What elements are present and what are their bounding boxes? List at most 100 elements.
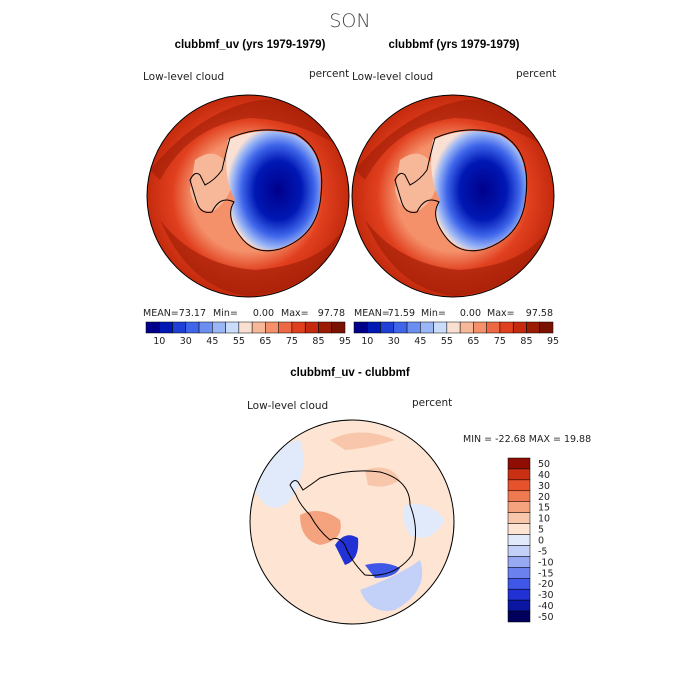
panel-b-min-label: Min= <box>421 308 446 319</box>
panel-c-colorbar-tick-label: 30 <box>538 481 550 492</box>
panel-a-colorbar-swatch <box>304 321 319 334</box>
panel-c-left-label: Low-level cloud <box>247 400 328 412</box>
panel-b-left-label: Low-level cloud <box>352 71 433 83</box>
panel-c-colorbar-tick-label: 0 <box>538 536 544 547</box>
panel-c-colorbar-tick-label: -5 <box>538 546 547 557</box>
panel-a-colorbar-tick-label: 45 <box>206 336 218 347</box>
panel-a-map <box>147 95 349 297</box>
panel-a-colorbar-swatch <box>212 321 226 334</box>
panel-b-colorbar-tick-label: 65 <box>467 336 479 347</box>
panel-b-colorbar-swatch <box>353 321 368 334</box>
panel-a-high-band-north <box>150 99 345 180</box>
panel-c-red-patch-2 <box>365 467 400 487</box>
panel-c-colorbar-swatch <box>507 523 531 535</box>
panel-a-colorbar-swatch <box>225 321 240 334</box>
panel-c-right-label: percent <box>412 397 452 409</box>
panel-c-red-patch-3 <box>330 432 395 450</box>
panel-clubbmf-uv: clubbmf_uv (yrs 1979-1979) Low-level clo… <box>143 39 351 347</box>
panel-b-colorbar-swatch <box>433 321 448 334</box>
panel-c-colorbar-swatch <box>507 479 531 492</box>
panel-c-colorbar-tick-label: -10 <box>538 557 554 568</box>
panel-b-colorbar-tick-label: 85 <box>520 336 532 347</box>
panel-b-title: clubbmf (yrs 1979-1979) <box>388 39 519 51</box>
panel-a-coastline <box>189 129 323 252</box>
panel-b-antarctic-field <box>431 131 526 250</box>
panel-a-colorbar-swatch <box>291 321 306 334</box>
panel-a-right-label: percent <box>309 68 349 80</box>
panel-b-max-label: Max= <box>487 308 515 319</box>
panel-c-minmax: MIN = -22.68 MAX = 19.88 <box>463 434 591 445</box>
panel-b-colorbar-tick-label: 55 <box>441 336 453 347</box>
panel-a-colorbar-tick-label: 85 <box>312 336 324 347</box>
panel-b-colorbar-swatch <box>459 321 474 334</box>
panel-b-colorbar-swatch <box>539 321 554 334</box>
panel-c-colorbar-swatch <box>507 457 531 470</box>
panel-c-colorbar-swatch <box>507 534 531 546</box>
panel-b-colorbar-swatch <box>512 321 527 334</box>
panel-c-colorbar-tick-label: -50 <box>538 612 554 623</box>
panel-b-mean-value: 71.59 <box>388 308 415 319</box>
panel-a-antarctic-field <box>226 131 321 250</box>
panel-b-mean-label: MEAN= <box>354 308 390 319</box>
panel-c-colorbar-tick-label: -30 <box>538 590 554 601</box>
panel-b-colorbar-tick-label: 10 <box>361 336 373 347</box>
panel-a-colorbar-swatch <box>145 321 160 334</box>
panel-a-colorbar-swatch <box>238 321 253 334</box>
panel-a-colorbar-swatch <box>318 321 332 334</box>
panel-a-colorbar-swatch <box>251 321 266 334</box>
panel-a-colorbar-swatch <box>265 321 279 334</box>
panel-b-coastline <box>394 129 528 252</box>
panel-b-colorbar-swatch <box>367 321 381 334</box>
panel-c-colorbar-swatch <box>507 610 531 623</box>
panel-a-left-label: Low-level cloud <box>143 71 224 83</box>
panel-a-colorbar-swatch <box>185 321 200 334</box>
panel-c-colorbar-swatch <box>507 490 531 502</box>
figure-title: SON <box>329 10 370 32</box>
panel-b-colorbar-swatch <box>526 321 540 334</box>
panel-a-max-label: Max= <box>281 308 309 319</box>
panel-b-colorbar-swatch <box>446 321 461 334</box>
panel-b-colorbar-swatch <box>499 321 514 334</box>
panel-b-map <box>352 95 554 297</box>
panel-c-blue-patch-3 <box>403 504 445 538</box>
panel-a-colorbar-swatch <box>278 321 293 334</box>
panel-difference: clubbmf_uv - clubbmf Low-level cloud per… <box>247 367 591 625</box>
panel-a-title: clubbmf_uv (yrs 1979-1979) <box>175 39 326 51</box>
panel-a-colorbar-tick-label: 95 <box>339 336 351 347</box>
panel-b-peninsula-low <box>395 153 437 211</box>
panel-c-colorbar-tick-label: 40 <box>538 470 550 481</box>
panel-a-colorbar-swatch <box>159 321 173 334</box>
panel-b-colorbar-swatch <box>406 321 421 334</box>
panel-a-mean-label: MEAN= <box>143 308 179 319</box>
panel-a-colorbar-tick-label: 75 <box>286 336 298 347</box>
panel-c-map-border <box>249 419 455 625</box>
panel-b-right-label: percent <box>516 68 556 80</box>
panel-c-colorbar-swatch <box>507 567 531 579</box>
panel-c-colorbar-tick-label: -40 <box>538 601 554 612</box>
panel-b-high-band-south <box>365 220 547 296</box>
panel-b-colorbar-tick-label: 95 <box>547 336 559 347</box>
panel-c-colorbar-swatch <box>507 512 531 524</box>
panel-c-colorbar-swatch <box>507 468 531 481</box>
panel-clubbmf: clubbmf (yrs 1979-1979) Low-level cloud … <box>351 39 559 347</box>
panel-c-colorbar-tick-label: 20 <box>538 492 550 503</box>
panel-c-colorbar-swatch <box>507 578 531 590</box>
panel-b-colorbar-swatch <box>473 321 487 334</box>
panel-b-min-value: 0.00 <box>460 308 481 319</box>
panel-a-colorbar-tick-label: 65 <box>259 336 271 347</box>
panel-b-colorbar-tick-label: 75 <box>494 336 506 347</box>
panel-b-colorbar-swatch <box>393 321 408 334</box>
panel-c-colorbar-tick-label: -15 <box>538 568 554 579</box>
panel-c-colorbar-swatch <box>507 501 531 513</box>
panel-b-max-value: 97.58 <box>526 308 553 319</box>
panel-a-map-border <box>146 94 350 298</box>
panel-c-red-patch-1 <box>300 511 341 545</box>
panel-b-colorbar-tick-label: 30 <box>388 336 400 347</box>
panel-c-map <box>250 420 454 624</box>
panel-a-mean-value: 73.17 <box>179 308 206 319</box>
panel-c-colorbar-tick-label: -20 <box>538 579 554 590</box>
panel-b-colorbar-swatch <box>420 321 434 334</box>
panel-c-colorbar-swatch <box>507 599 531 612</box>
panel-a-max-value: 97.78 <box>318 308 345 319</box>
